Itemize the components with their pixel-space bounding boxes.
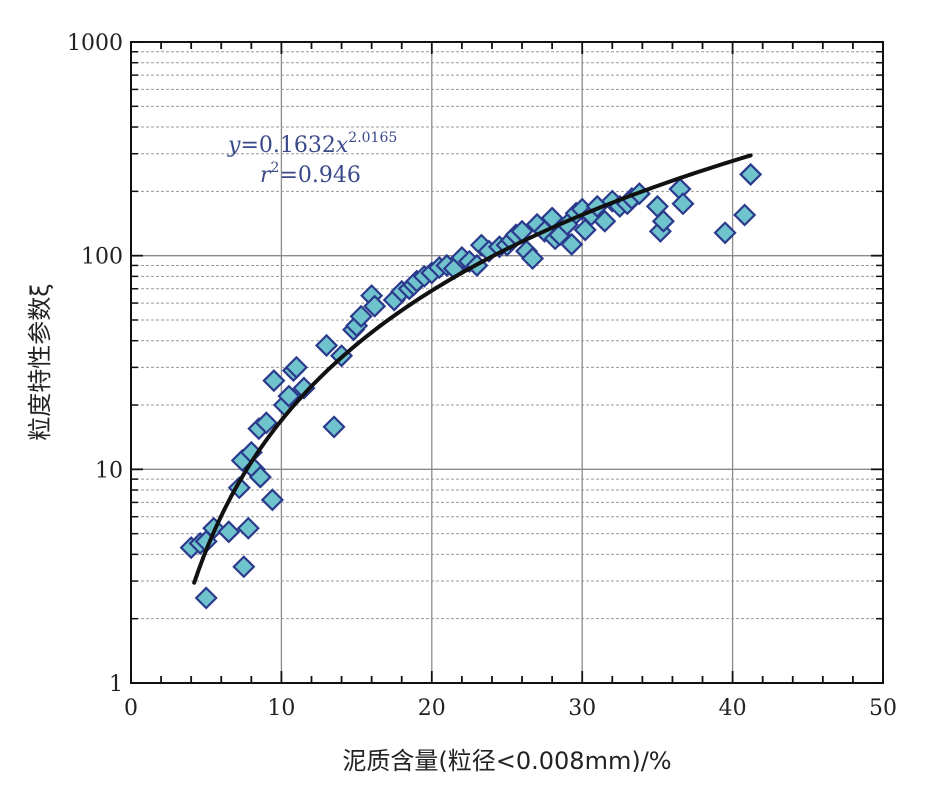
x-tick-labels: 0 10 20 30 40 50 (124, 696, 897, 721)
data-point (236, 516, 260, 540)
grid-lines (131, 42, 883, 683)
data-point (671, 192, 695, 216)
data-point (349, 304, 373, 328)
data-point (560, 232, 584, 256)
fit-equation-exponent: 2.0165 (348, 130, 397, 146)
fit-equation-coefficient: 0.1632 (259, 133, 336, 158)
x-axis-title: 泥质含量(粒径<0.008mm)/% (342, 747, 671, 775)
x-tick-label: 20 (418, 696, 446, 721)
fit-r2-value: 0.946 (298, 163, 361, 188)
y-tick-label: 100 (81, 245, 123, 270)
data-point (277, 384, 301, 408)
plot-frame (130, 41, 884, 684)
fit-equation: y=0.1632x2.0165 (227, 130, 397, 158)
y-tick-label: 1000 (67, 31, 123, 56)
data-point (573, 218, 597, 242)
data-point (521, 246, 545, 271)
y-tick-label: 10 (95, 458, 123, 483)
data-point (217, 520, 241, 544)
data-point (593, 209, 617, 233)
fit-r2: r2=0.946 (260, 160, 361, 188)
data-point (739, 162, 763, 186)
data-point (248, 465, 272, 489)
data-point (260, 488, 284, 512)
x-tick-label: 50 (869, 696, 897, 721)
x-tick-label: 30 (568, 696, 596, 721)
y-tick-label: 1 (109, 672, 123, 697)
x-tick-label: 40 (719, 696, 747, 721)
x-tick-label: 0 (124, 696, 138, 721)
y-axis-title: 粒度特性参数ξ (26, 283, 54, 440)
data-point (733, 203, 757, 227)
y-tick-labels: 1 10 100 1000 (67, 31, 123, 697)
data-point (262, 369, 286, 393)
data-point (194, 586, 218, 610)
data-point (322, 415, 346, 439)
data-point (713, 221, 737, 245)
x-tick-label: 10 (267, 696, 295, 721)
data-point (232, 555, 256, 579)
axis-ticks (130, 41, 884, 684)
data-point (314, 333, 339, 358)
data-point (254, 411, 278, 435)
data-point (363, 294, 387, 318)
data-point (651, 209, 675, 233)
data-point (284, 355, 308, 379)
fit-curve (192, 153, 753, 585)
